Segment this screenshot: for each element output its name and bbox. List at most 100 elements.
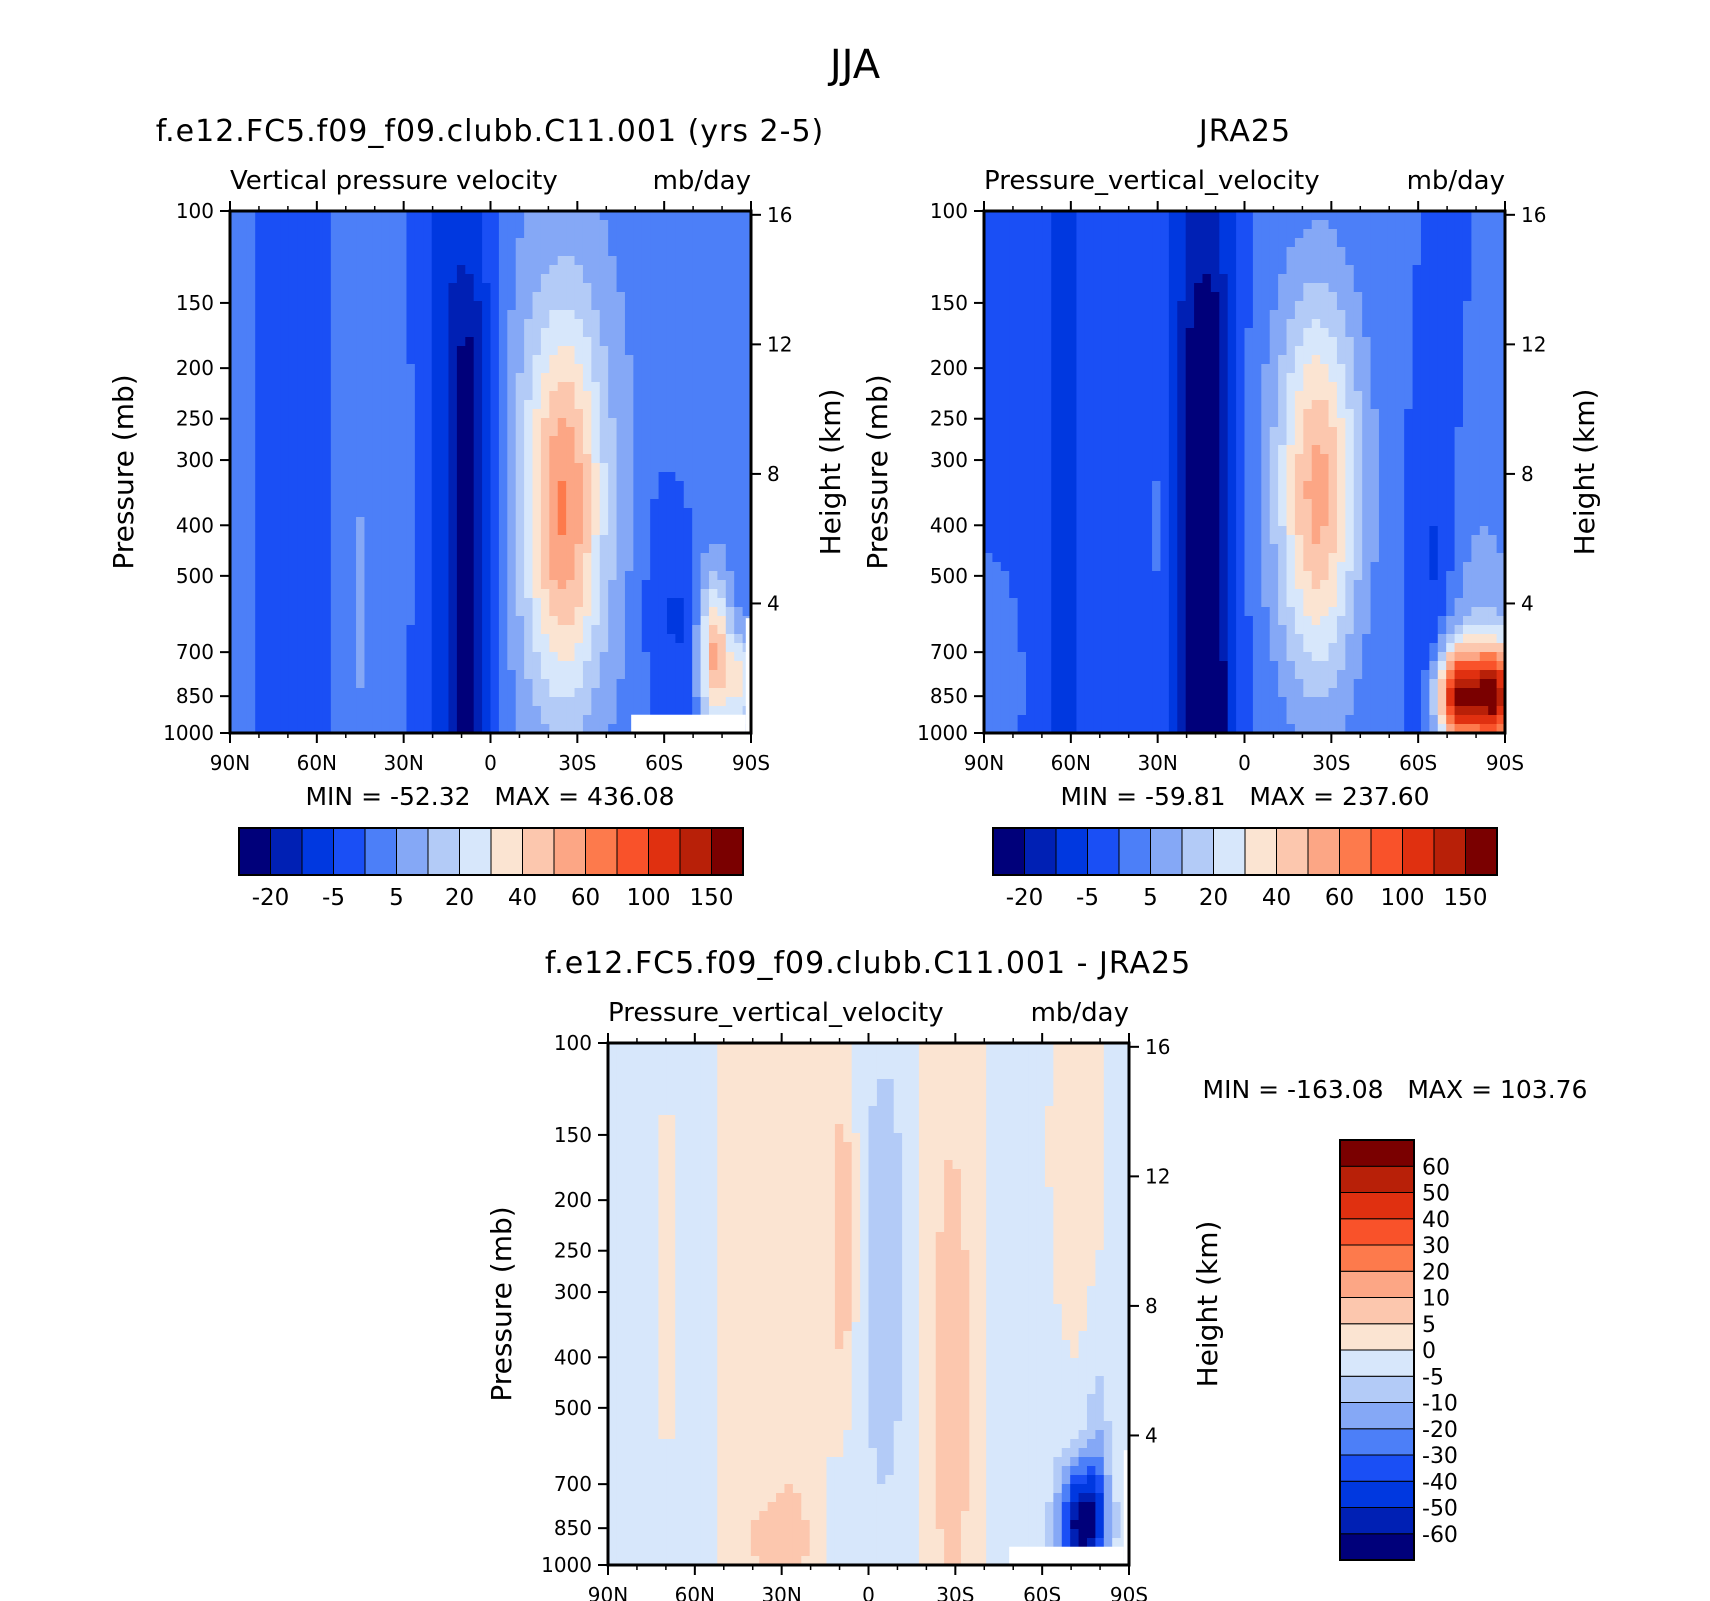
heatmap-cell bbox=[1395, 274, 1405, 284]
heatmap-cell bbox=[742, 526, 751, 536]
heatmap-cell bbox=[574, 607, 584, 617]
heatmap-cell bbox=[263, 238, 273, 248]
heatmap-cell bbox=[608, 562, 618, 572]
heatmap-cell bbox=[1219, 391, 1229, 401]
heatmap-cell bbox=[700, 301, 710, 311]
heatmap-cell bbox=[1185, 265, 1195, 275]
heatmap-cell bbox=[608, 490, 618, 500]
panel-obs-plot-area bbox=[984, 211, 1505, 733]
heatmap-cell bbox=[599, 364, 609, 374]
heatmap-cell bbox=[582, 589, 593, 599]
heatmap-cell bbox=[406, 652, 416, 662]
heatmap-cell bbox=[666, 625, 677, 635]
heatmap-cell bbox=[549, 589, 559, 599]
heatmap-cell bbox=[288, 292, 299, 302]
heatmap-cell bbox=[322, 229, 332, 239]
heatmap-cell bbox=[440, 283, 450, 293]
heatmap-cell bbox=[314, 355, 324, 365]
heatmap-cell bbox=[540, 715, 551, 725]
heatmap-cell bbox=[599, 625, 609, 635]
heatmap-cell bbox=[465, 283, 475, 293]
heatmap-cell bbox=[582, 292, 593, 302]
heatmap-cell bbox=[347, 562, 357, 572]
heatmap-cell bbox=[717, 535, 727, 545]
heatmap-cell bbox=[734, 328, 744, 338]
heatmap-cell bbox=[482, 400, 492, 410]
heatmap-cell bbox=[1437, 211, 1447, 221]
heatmap-cell bbox=[582, 535, 593, 545]
heatmap-cell bbox=[482, 310, 492, 320]
heatmap-cell bbox=[1135, 292, 1145, 302]
heatmap-cell bbox=[1135, 328, 1145, 338]
panel-obs: JRA25 Pressure_vertical_velocity mb/day … bbox=[861, 114, 1601, 911]
heatmap-cell bbox=[490, 517, 500, 527]
heatmap-cell bbox=[742, 607, 751, 617]
heatmap-cell bbox=[406, 499, 416, 509]
heatmap-cell bbox=[566, 589, 576, 599]
heatmap-cell bbox=[1219, 292, 1229, 302]
heatmap-cell bbox=[1126, 373, 1137, 383]
heatmap-cell bbox=[1143, 328, 1153, 338]
heatmap-cell bbox=[230, 229, 240, 239]
heatmap-cell bbox=[608, 211, 618, 221]
heatmap-cell bbox=[448, 445, 458, 455]
heatmap-cell bbox=[473, 454, 483, 464]
heatmap-cell bbox=[372, 337, 383, 347]
heatmap-cell bbox=[448, 508, 458, 518]
heatmap-cell bbox=[347, 553, 357, 563]
heatmap-cell bbox=[448, 661, 458, 671]
heatmap-cell bbox=[431, 481, 441, 491]
heatmap-cell bbox=[389, 634, 399, 644]
heatmap-cell bbox=[414, 724, 425, 733]
heatmap-cell bbox=[1462, 229, 1473, 239]
heatmap-cell bbox=[288, 544, 299, 554]
heatmap-cell bbox=[515, 508, 525, 518]
heatmap-cell bbox=[238, 571, 248, 581]
heatmap-cell bbox=[666, 409, 677, 419]
heatmap-cell bbox=[356, 400, 366, 410]
heatmap-cell bbox=[566, 355, 576, 365]
heatmap-cell bbox=[339, 625, 349, 635]
heatmap-cell bbox=[473, 562, 483, 572]
heatmap-cell bbox=[608, 346, 618, 356]
heatmap-cell bbox=[515, 490, 525, 500]
heatmap-cell bbox=[616, 715, 626, 725]
heatmap-cell bbox=[557, 481, 567, 491]
heatmap-cell bbox=[692, 382, 702, 392]
heatmap-cell bbox=[566, 652, 576, 662]
heatmap-cell bbox=[1152, 337, 1162, 347]
heatmap-cell bbox=[549, 553, 559, 563]
heatmap-cell bbox=[423, 436, 433, 446]
heatmap-cell bbox=[1059, 247, 1069, 257]
heatmap-cell bbox=[280, 274, 290, 284]
heatmap-cell bbox=[448, 220, 458, 230]
heatmap-cell bbox=[1194, 310, 1204, 320]
heatmap-cell bbox=[288, 571, 299, 581]
heatmap-cell bbox=[372, 328, 383, 338]
heatmap-cell bbox=[490, 310, 500, 320]
heatmap-cell bbox=[608, 499, 618, 509]
heatmap-cell bbox=[633, 643, 643, 653]
colorbar-label: 20 bbox=[445, 885, 474, 911]
heatmap-cell bbox=[1261, 229, 1271, 239]
heatmap-cell bbox=[1496, 274, 1505, 284]
heatmap-cell bbox=[582, 508, 593, 518]
heatmap-cell bbox=[566, 535, 576, 545]
heatmap-cell bbox=[599, 607, 609, 617]
heatmap-cell bbox=[364, 220, 374, 230]
heatmap-cell bbox=[381, 229, 391, 239]
heatmap-cell bbox=[1404, 211, 1414, 221]
heatmap-cell bbox=[448, 679, 458, 689]
heatmap-cell bbox=[498, 490, 509, 500]
heatmap-cell bbox=[381, 634, 391, 644]
heatmap-cell bbox=[456, 688, 467, 698]
heatmap-cell bbox=[1278, 319, 1288, 329]
heatmap-cell bbox=[272, 301, 282, 311]
heatmap-cell bbox=[263, 265, 273, 275]
heatmap-cell bbox=[616, 481, 626, 491]
heatmap-cell bbox=[322, 697, 332, 707]
heatmap-cell bbox=[1177, 328, 1187, 338]
heatmap-cell bbox=[1177, 382, 1187, 392]
heatmap-cell bbox=[414, 256, 425, 266]
heatmap-cell bbox=[465, 607, 475, 617]
